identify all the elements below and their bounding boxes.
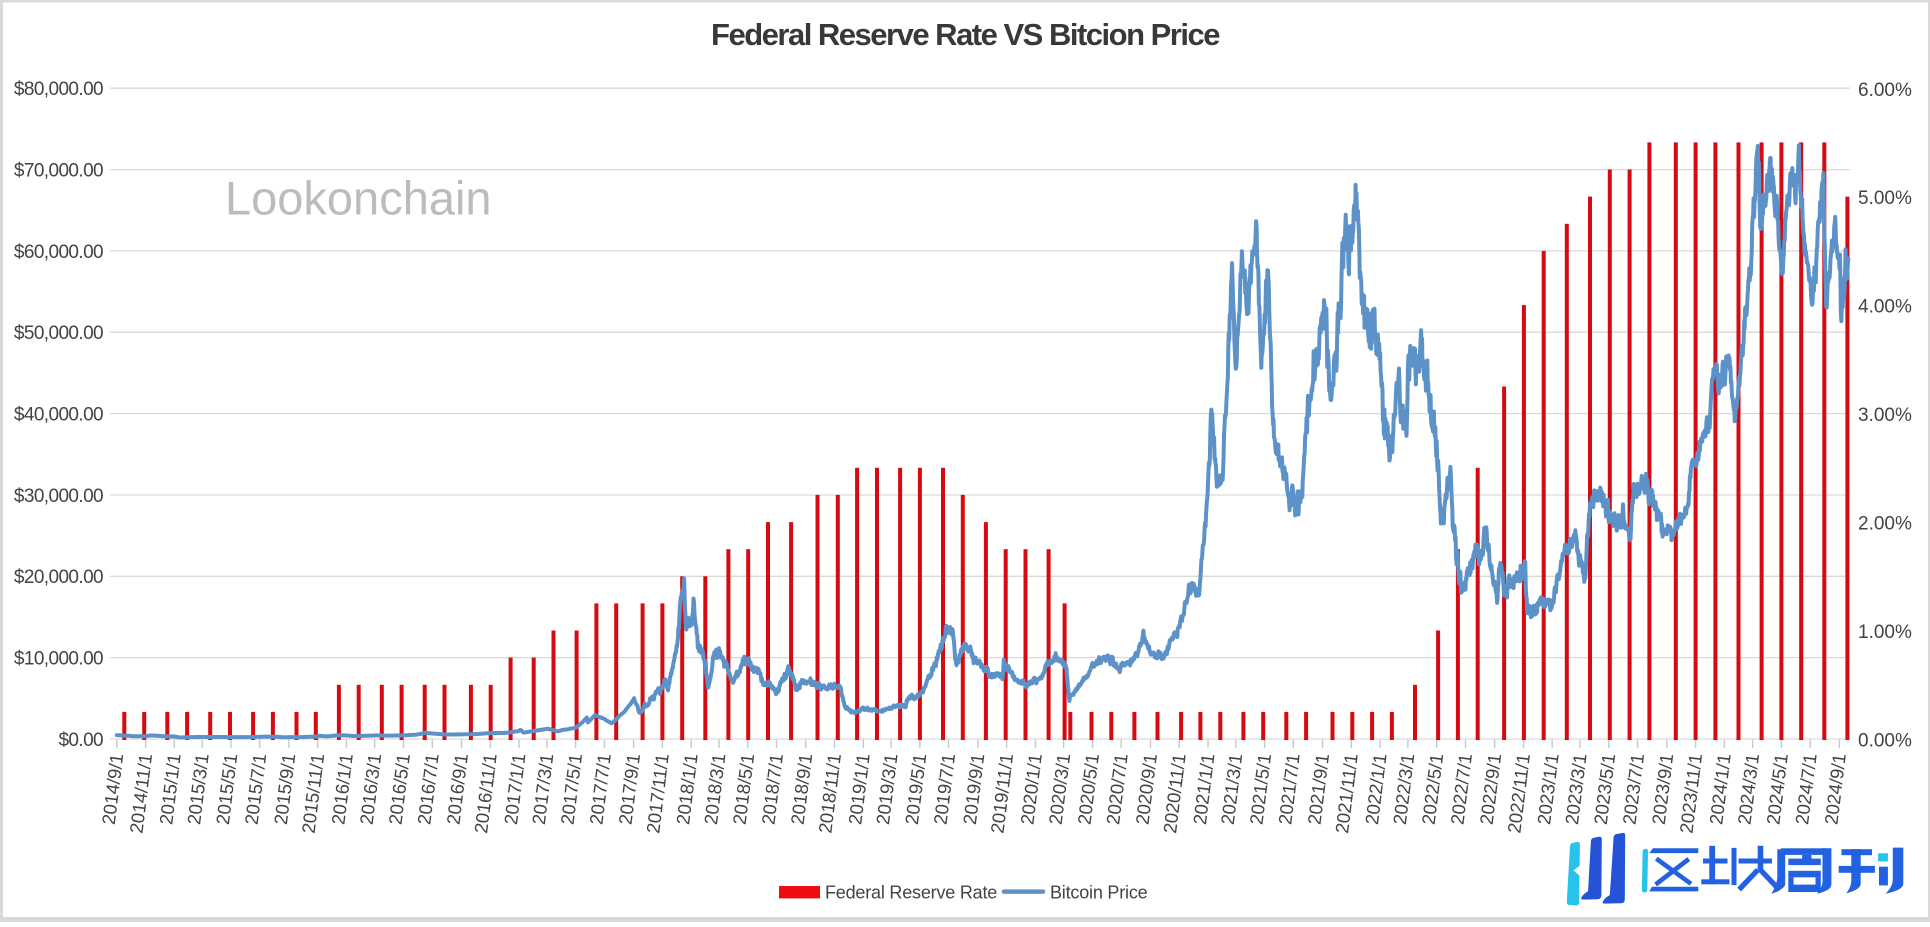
- svg-text:$40,000.00: $40,000.00: [14, 405, 103, 426]
- svg-text:$30,000.00: $30,000.00: [14, 486, 103, 507]
- svg-text:Lookonchain: Lookonchain: [225, 172, 492, 225]
- svg-text:4.00%: 4.00%: [1858, 297, 1912, 318]
- svg-text:3.00%: 3.00%: [1858, 405, 1912, 426]
- svg-text:6.00%: 6.00%: [1858, 80, 1912, 101]
- svg-text:$20,000.00: $20,000.00: [14, 567, 103, 588]
- svg-text:$70,000.00: $70,000.00: [14, 160, 103, 181]
- svg-text:Bitcoin Price: Bitcoin Price: [1050, 882, 1148, 902]
- svg-text:Federal Reserve Rate: Federal Reserve Rate: [825, 882, 997, 902]
- svg-text:$60,000.00: $60,000.00: [14, 242, 103, 263]
- svg-text:$80,000.00: $80,000.00: [14, 79, 103, 100]
- svg-text:2.00%: 2.00%: [1858, 514, 1912, 535]
- svg-text:$10,000.00: $10,000.00: [14, 649, 103, 670]
- svg-text:$50,000.00: $50,000.00: [14, 323, 103, 344]
- svg-text:5.00%: 5.00%: [1858, 188, 1912, 209]
- svg-text:1.00%: 1.00%: [1858, 622, 1912, 643]
- svg-text:Federal Reserve Rate VS Bitcio: Federal Reserve Rate VS Bitcion Price: [711, 17, 1220, 52]
- svg-text:0.00%: 0.00%: [1858, 731, 1912, 752]
- svg-text:$0.00: $0.00: [58, 730, 103, 751]
